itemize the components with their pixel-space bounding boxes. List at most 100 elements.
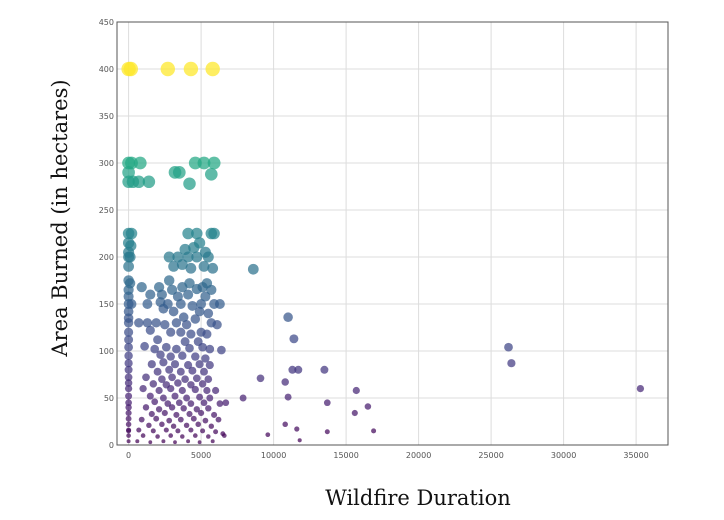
scatter-point (124, 373, 133, 382)
scatter-point (158, 375, 166, 384)
scatter-point (200, 428, 206, 434)
scatter-point (288, 365, 297, 374)
scatter-point (168, 306, 179, 317)
scatter-point (352, 386, 360, 395)
x-tick-label: 25000 (478, 451, 503, 460)
scatter-point (184, 361, 193, 370)
scatter-point (197, 440, 202, 445)
scatter-point (239, 394, 247, 402)
scatter-point (161, 342, 171, 352)
scatter-point (187, 381, 195, 389)
scatter-point (133, 156, 147, 170)
scatter-point (193, 237, 206, 249)
scatter-point (324, 429, 330, 435)
scatter-point (186, 329, 196, 339)
scatter-point (153, 335, 163, 345)
scatter-point (123, 61, 138, 77)
scatter-point (281, 378, 289, 386)
scatter-point (256, 374, 265, 383)
scatter-point (207, 262, 219, 274)
scatter-point (323, 399, 331, 407)
scatter-point (163, 251, 175, 263)
scatter-point (140, 341, 149, 351)
scatter-point (204, 375, 213, 384)
scatter-point (155, 434, 160, 439)
scatter-point (139, 384, 147, 393)
scatter-point (168, 261, 180, 272)
scatter-point (145, 289, 156, 300)
scatter-point (122, 237, 135, 249)
scatter-point (193, 337, 203, 347)
scatter-point (213, 429, 219, 435)
y-tick-label: 450 (99, 18, 114, 27)
scatter-point (198, 380, 207, 388)
scatter-point (125, 227, 138, 240)
scatter-point (193, 406, 200, 413)
scatter-point (208, 227, 220, 240)
scatter-point (180, 405, 187, 412)
scatter-point (146, 392, 154, 400)
scatter-point (147, 360, 156, 369)
scatter-point (176, 367, 185, 376)
scatter-point (200, 367, 208, 376)
scatter-point (155, 386, 163, 395)
scatter-point (165, 365, 174, 374)
y-tick-label: 150 (99, 300, 114, 309)
scatter-point (197, 156, 211, 170)
scatter-point (148, 440, 153, 445)
scatter-point (188, 427, 194, 433)
scatter-point (200, 399, 208, 407)
scatter-point (124, 335, 134, 345)
scatter-point (148, 410, 155, 418)
scatter-point (207, 156, 221, 170)
scatter-point (170, 423, 177, 429)
scatter-point (202, 417, 209, 424)
scatter-point (283, 312, 293, 322)
scatter-point (175, 428, 181, 434)
scatter-point (166, 327, 176, 337)
scatter-point (191, 385, 199, 394)
scatter-point (636, 384, 645, 393)
scatter-point (170, 360, 180, 369)
scatter-point (188, 366, 197, 375)
scatter-point (178, 386, 186, 395)
scatter-point (138, 416, 145, 423)
scatter-point (124, 379, 133, 387)
scatter-point (164, 400, 172, 407)
scatter-point (183, 422, 190, 429)
scatter-point (125, 421, 132, 428)
scatter-point (206, 318, 217, 328)
x-tick-label: 10000 (261, 451, 286, 460)
scatter-point (126, 427, 132, 433)
scatter-point (205, 361, 214, 370)
y-tick-label: 250 (99, 206, 114, 215)
scatter-point (199, 246, 211, 258)
scatter-point (289, 334, 299, 344)
scatter-point (159, 421, 165, 428)
scatter-point (191, 227, 203, 240)
scatter-point (216, 400, 224, 407)
scatter-point (297, 438, 302, 443)
scatter-point (160, 61, 175, 77)
x-tick-label: 5000 (191, 451, 211, 460)
y-axis-title: Area Burned (in hectares) (48, 79, 72, 357)
scatter-point (176, 327, 186, 337)
scatter-point (178, 312, 189, 322)
scatter-point (162, 381, 171, 389)
scatter-point (140, 433, 146, 438)
scatter-point (217, 345, 226, 355)
scatter-point (205, 61, 220, 77)
scatter-point (201, 354, 210, 363)
scatter-point (151, 318, 161, 328)
scatter-point (364, 403, 372, 410)
scatter-point (142, 373, 150, 382)
scatter-point (187, 300, 198, 311)
y-tick-label: 0 (109, 441, 114, 450)
scatter-point (166, 284, 178, 296)
scatter-point (371, 428, 377, 434)
scatter-point (174, 379, 182, 387)
scatter-point (201, 278, 213, 289)
scatter-point (172, 251, 184, 263)
x-axis-ticks: 0 5000 10000 15000 20000 25000 30000 35000 (126, 451, 649, 460)
scatter-point (160, 320, 170, 330)
